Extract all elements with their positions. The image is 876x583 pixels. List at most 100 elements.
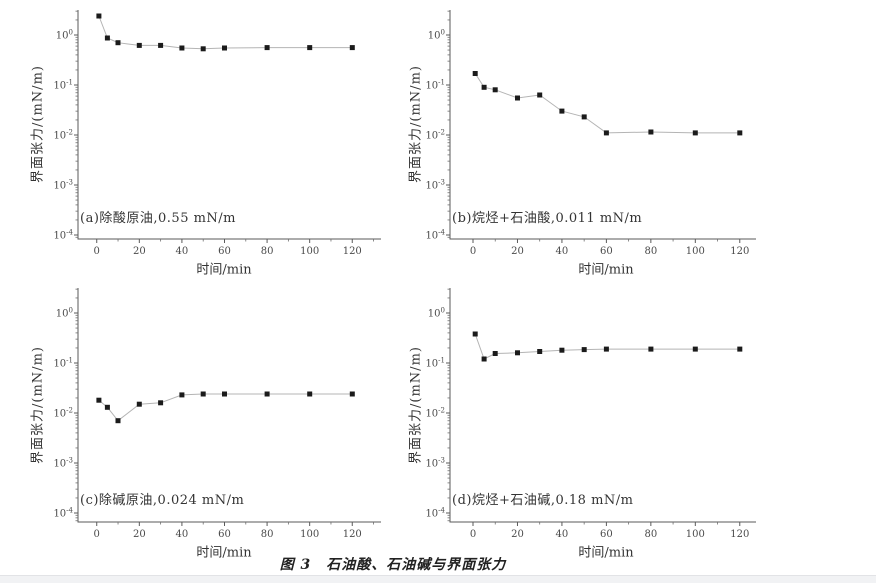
y-tick-label: 10-4 <box>53 507 73 520</box>
data-point <box>349 391 355 397</box>
data-point <box>581 347 587 353</box>
data-point <box>115 418 121 424</box>
page-bottom-strip <box>0 575 876 583</box>
data-point <box>222 391 227 397</box>
data-point <box>559 108 565 114</box>
data-point <box>492 87 498 93</box>
series-line-b <box>474 73 740 134</box>
data-point <box>515 95 520 101</box>
series-line-c <box>98 393 353 422</box>
data-point <box>481 356 487 362</box>
panel-c: 100 10-1 10-2 10-3 10-4 0 20 40 60 80 100 120 <box>53 288 381 540</box>
data-point <box>115 40 121 46</box>
x-tick-label: 100 <box>300 529 319 540</box>
data-point <box>104 35 110 41</box>
y-tick-label: 10-4 <box>53 229 73 242</box>
data-point <box>222 45 227 51</box>
data-point <box>179 45 185 51</box>
x-tick-label: 100 <box>686 246 705 257</box>
axes-b <box>449 10 756 240</box>
x-tick-label: 60 <box>600 246 613 257</box>
x-tick-label: 20 <box>133 529 146 540</box>
x-tick-label: 80 <box>261 246 274 257</box>
data-point <box>537 92 543 98</box>
x-axis-title-panel-c: 时间/min <box>196 545 252 561</box>
x-axis-title-panel-a: 时间/min <box>196 262 252 278</box>
series-line-d <box>474 333 740 360</box>
panel-b-annotation: (b)烷烃+石油酸,0.011 mN/m <box>452 211 643 226</box>
y-tick-label: 100 <box>56 307 73 320</box>
data-point <box>307 391 313 397</box>
y-axis-title-panel-a: 界面张力/(mN/m) <box>30 65 46 183</box>
axes-c <box>77 288 381 523</box>
data-point <box>648 346 654 352</box>
data-point <box>104 404 110 410</box>
panel-c-annotation: (c)除碱原油,0.024 mN/m <box>80 493 245 508</box>
y-tick-label: 10-2 <box>53 129 73 142</box>
x-tick-label: 60 <box>218 246 231 257</box>
y-tick-label: 10-1 <box>53 79 73 92</box>
y-tick-label: 10-2 <box>53 407 73 420</box>
x-tick-label: 0 <box>470 529 476 540</box>
y-tick-label: 10-1 <box>425 79 445 92</box>
x-tick-label: 0 <box>470 246 476 257</box>
y-tick-label: 100 <box>56 29 73 42</box>
x-tick-label: 120 <box>343 246 362 257</box>
x-tick-label: 40 <box>176 246 189 257</box>
data-point <box>96 397 102 403</box>
y-tick-label: 10-3 <box>425 179 445 192</box>
data-point <box>515 350 520 356</box>
x-axis-title-panel-d: 时间/min <box>578 545 634 561</box>
data-point <box>481 84 487 90</box>
y-axis-title-panel-c: 界面张力/(mN/m) <box>30 346 46 464</box>
y-tick-label: 10-1 <box>425 357 445 370</box>
x-tick-label: 60 <box>218 529 231 540</box>
axes-a <box>77 10 381 240</box>
data-point <box>537 349 543 354</box>
data-point <box>737 346 743 352</box>
data-point <box>648 129 654 135</box>
data-point <box>492 351 498 356</box>
x-axis-title-panel-b: 时间/min <box>578 262 634 278</box>
data-point <box>158 42 164 48</box>
data-point <box>559 347 565 353</box>
x-tick-label: 0 <box>94 246 100 257</box>
y-axis-title-panel-b: 界面张力/(mN/m) <box>408 65 424 183</box>
x-tick-label: 120 <box>730 246 749 257</box>
axes-d <box>449 288 756 523</box>
data-point <box>737 130 743 136</box>
data-point <box>307 45 313 51</box>
x-tick-label: 0 <box>94 529 100 540</box>
x-tick-label: 60 <box>600 529 613 540</box>
data-point <box>264 391 270 397</box>
x-tick-label: 120 <box>343 529 362 540</box>
y-tick-label: 10-3 <box>53 179 73 192</box>
x-tick-label: 40 <box>556 246 569 257</box>
data-point <box>136 42 142 48</box>
data-point <box>136 401 142 407</box>
x-tick-label: 40 <box>176 529 189 540</box>
data-point <box>603 130 609 136</box>
data-point <box>349 45 355 51</box>
data-point <box>200 46 206 52</box>
data-point <box>472 71 478 76</box>
y-tick-label: 10-3 <box>53 457 73 470</box>
y-tick-label: 10-2 <box>425 407 445 420</box>
data-point <box>472 331 478 337</box>
y-tick-label: 10-4 <box>425 507 445 520</box>
data-point <box>692 346 698 352</box>
data-point <box>200 391 206 397</box>
y-tick-label: 10-3 <box>425 457 445 470</box>
y-tick-label: 100 <box>428 307 445 320</box>
x-tick-label: 20 <box>511 529 524 540</box>
figure-caption: 图 3 石油酸、石油碱与界面张力 <box>279 557 507 573</box>
data-point <box>179 392 185 398</box>
panel-a: 100 10-1 10-2 10-3 10-4 0 20 40 60 80 100 120 <box>53 10 381 257</box>
y-tick-label: 10-1 <box>53 357 73 370</box>
y-axis-title-panel-d: 界面张力/(mN/m) <box>408 346 424 464</box>
x-tick-label: 100 <box>300 246 319 257</box>
data-point <box>581 114 587 120</box>
x-tick-label: 80 <box>261 529 274 540</box>
x-tick-label: 80 <box>644 529 657 540</box>
